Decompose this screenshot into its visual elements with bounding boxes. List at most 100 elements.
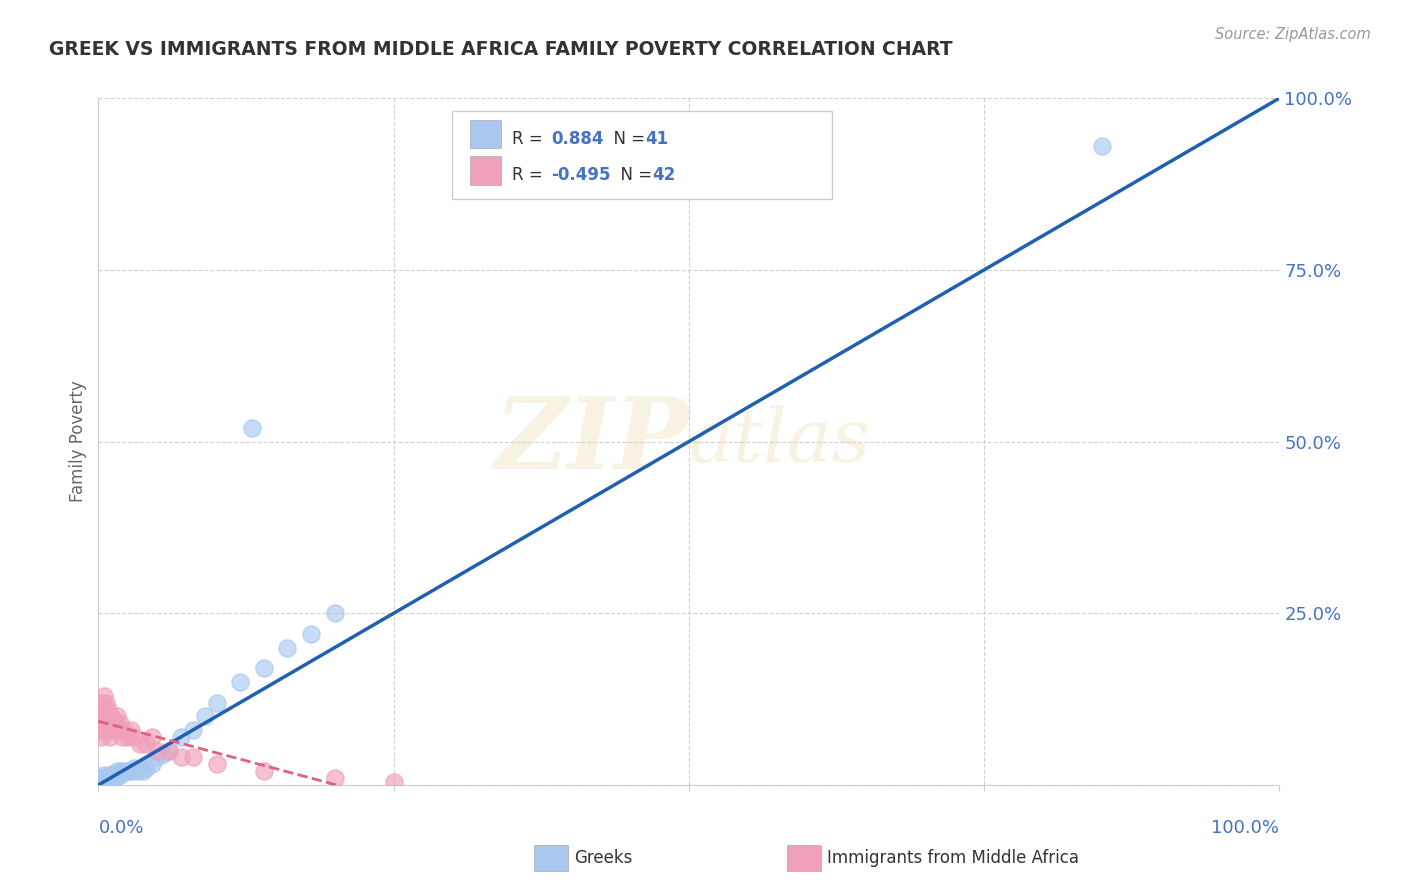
Point <box>105 716 128 731</box>
Text: Source: ZipAtlas.com: Source: ZipAtlas.com <box>1215 27 1371 42</box>
Point <box>323 607 346 621</box>
Point <box>121 723 143 737</box>
Point <box>181 750 204 764</box>
Point <box>94 771 117 785</box>
Point <box>382 774 405 789</box>
Point <box>205 696 228 710</box>
Point <box>170 750 193 764</box>
Point <box>98 730 121 744</box>
Point <box>122 761 145 775</box>
Point <box>100 767 122 781</box>
Point <box>104 723 127 737</box>
Point <box>107 767 129 781</box>
Text: 0.884: 0.884 <box>551 130 605 148</box>
Point <box>91 716 114 731</box>
Point <box>94 716 117 731</box>
Point <box>91 723 114 737</box>
Text: -0.495: -0.495 <box>551 166 612 185</box>
Point <box>157 744 180 758</box>
Point <box>127 764 149 779</box>
Point <box>89 723 111 737</box>
Point <box>107 723 129 737</box>
Point <box>112 764 135 779</box>
Point <box>90 709 112 723</box>
Point <box>146 744 169 758</box>
Point <box>128 737 150 751</box>
Text: R =: R = <box>512 130 548 148</box>
Point <box>253 764 276 779</box>
Point <box>91 771 114 785</box>
Point <box>110 764 132 779</box>
Point <box>117 764 139 779</box>
Point <box>93 689 115 703</box>
Point <box>97 771 120 785</box>
Point <box>98 709 121 723</box>
Text: ZIP: ZIP <box>494 393 689 490</box>
Point <box>96 709 118 723</box>
Point <box>135 737 157 751</box>
Text: 42: 42 <box>652 166 676 185</box>
Point <box>98 767 121 781</box>
Point <box>122 730 145 744</box>
Text: Greeks: Greeks <box>574 849 633 867</box>
Point <box>135 761 157 775</box>
Point <box>240 421 263 435</box>
Point <box>91 771 114 785</box>
Point <box>98 716 121 731</box>
Point <box>104 771 127 785</box>
Point <box>97 716 120 731</box>
Text: GREEK VS IMMIGRANTS FROM MIDDLE AFRICA FAMILY POVERTY CORRELATION CHART: GREEK VS IMMIGRANTS FROM MIDDLE AFRICA F… <box>49 40 953 59</box>
Point <box>103 716 125 731</box>
Point <box>323 771 346 785</box>
Text: N =: N = <box>603 130 651 148</box>
Point <box>94 696 117 710</box>
Point <box>105 764 128 779</box>
Text: 41: 41 <box>645 130 669 148</box>
Point <box>229 675 252 690</box>
Point <box>91 696 114 710</box>
Point <box>108 767 131 781</box>
Point <box>194 709 217 723</box>
Point <box>101 723 124 737</box>
Point <box>108 716 131 731</box>
Point <box>91 702 114 716</box>
Point <box>93 709 115 723</box>
Point <box>141 757 163 772</box>
Point <box>117 730 139 744</box>
Point <box>105 767 128 781</box>
Point <box>98 723 121 737</box>
Point <box>93 767 115 781</box>
Point <box>276 640 298 655</box>
Point <box>111 765 134 780</box>
Point <box>132 764 155 779</box>
Point <box>157 744 180 758</box>
Point <box>101 767 124 781</box>
Text: atlas: atlas <box>689 405 872 478</box>
Point <box>98 770 121 784</box>
Point <box>152 747 174 761</box>
Y-axis label: Family Poverty: Family Poverty <box>69 381 87 502</box>
Point <box>96 770 118 784</box>
Point <box>128 761 150 775</box>
Point <box>111 730 134 744</box>
Point <box>205 757 228 772</box>
Point <box>97 702 120 716</box>
Point <box>1091 139 1114 153</box>
Text: N =: N = <box>610 166 658 185</box>
Text: 0.0%: 0.0% <box>98 819 143 838</box>
Text: R =: R = <box>512 166 548 185</box>
Point <box>146 750 169 764</box>
Text: Immigrants from Middle Africa: Immigrants from Middle Africa <box>827 849 1078 867</box>
Point <box>112 723 135 737</box>
Text: 100.0%: 100.0% <box>1212 819 1279 838</box>
Point <box>299 627 322 641</box>
Point <box>103 771 125 785</box>
Point <box>141 730 163 744</box>
Point <box>170 730 193 744</box>
Point <box>90 730 112 744</box>
Point <box>181 723 204 737</box>
Point <box>121 764 143 779</box>
Point <box>100 709 122 723</box>
Point <box>253 661 276 675</box>
Point <box>105 709 128 723</box>
